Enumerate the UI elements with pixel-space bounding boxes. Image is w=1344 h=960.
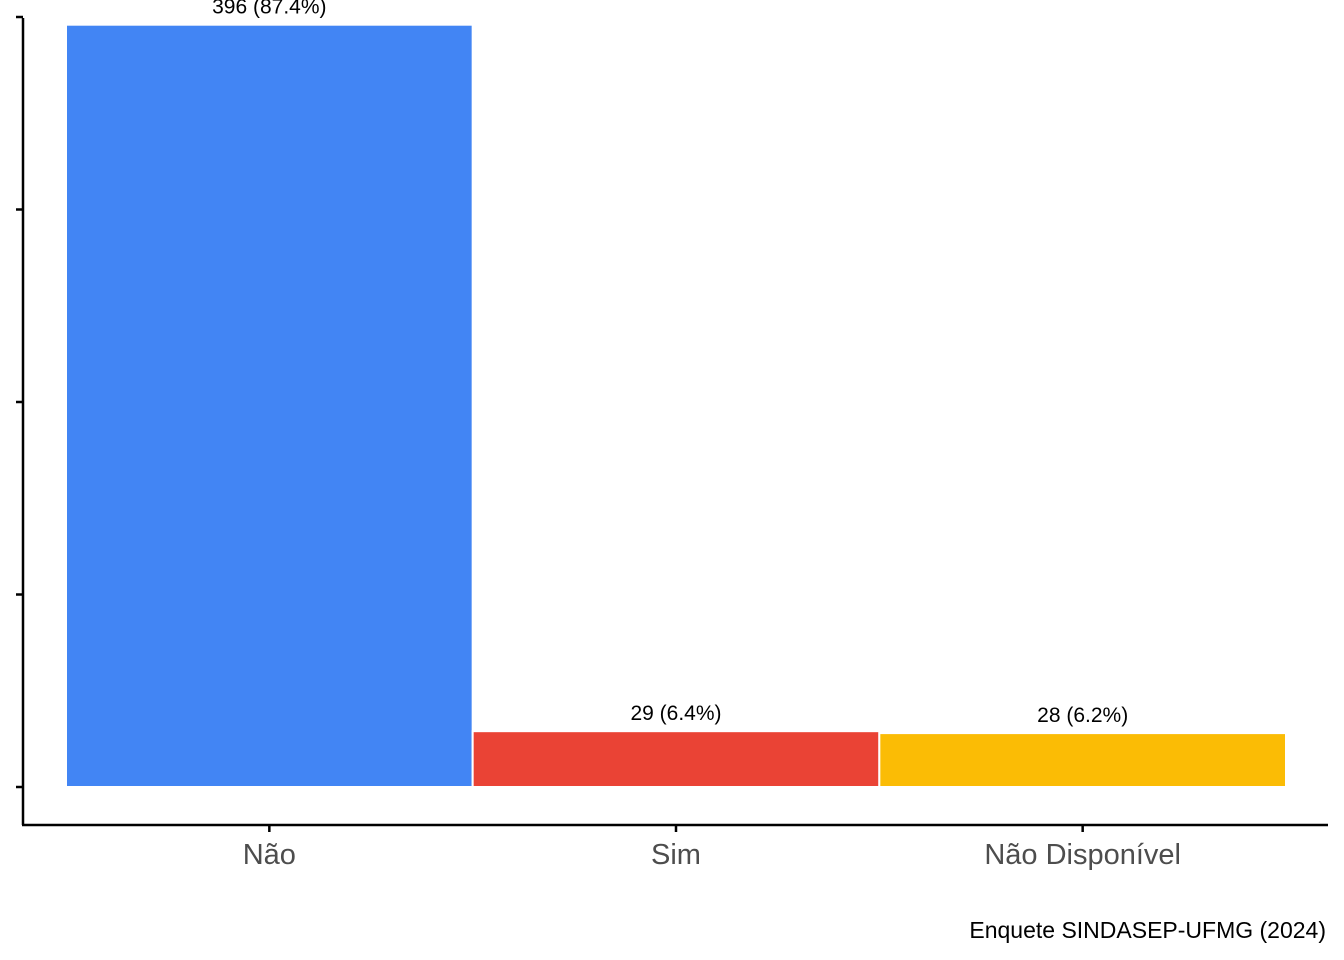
x-tick-label-1: Sim xyxy=(651,839,701,871)
x-tick-label-2: Não Disponível xyxy=(984,839,1181,871)
data-label-2: 28 (6.2%) xyxy=(1037,704,1128,727)
x-axis-labels: Não Sim Não Disponível xyxy=(243,839,1181,871)
x-tick-label-0: Não xyxy=(243,839,296,871)
bar-0 xyxy=(65,23,474,788)
bar-1 xyxy=(471,730,881,788)
data-label-1: 29 (6.4%) xyxy=(630,702,721,725)
data-labels: 396 (87.4%) 29 (6.4%) 28 (6.2%) xyxy=(212,0,1128,727)
data-label-0: 396 (87.4%) xyxy=(212,0,326,19)
chart-caption: Enquete SINDASEP-UFMG (2024) xyxy=(969,917,1326,943)
bar-2 xyxy=(878,732,1287,788)
bars xyxy=(65,23,1287,788)
